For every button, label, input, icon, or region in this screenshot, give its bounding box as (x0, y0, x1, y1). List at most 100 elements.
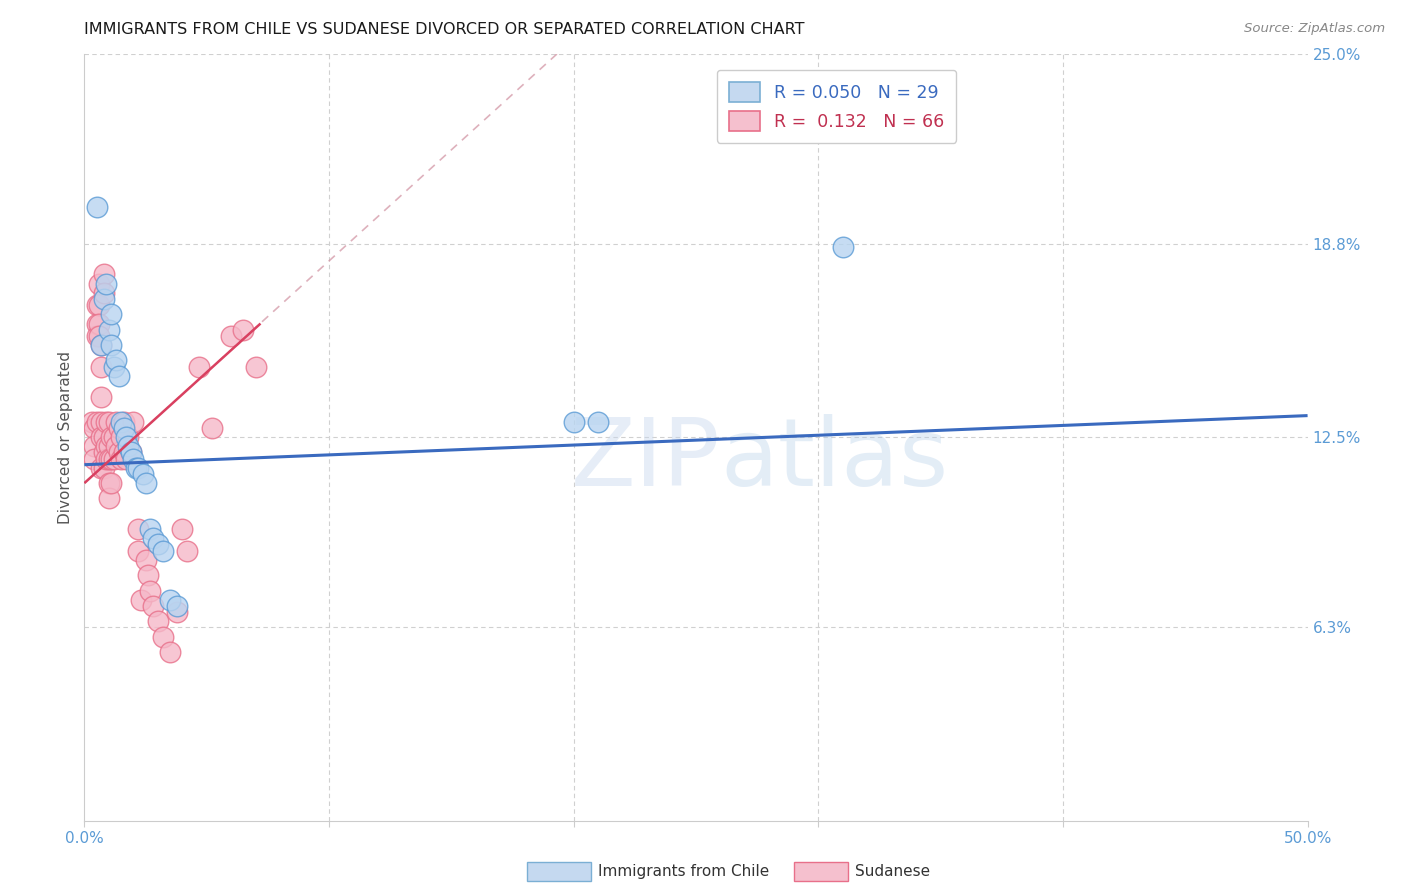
Point (562, 415, 585, 429)
Point (120, 445, 142, 459)
Point (96, 451, 118, 466)
Point (127, 460, 149, 475)
Point (245, 359, 267, 374)
Point (129, 592, 152, 607)
Point (97, 476, 120, 491)
Point (107, 368, 129, 383)
Point (139, 583, 162, 598)
Legend: R = 0.050   N = 29, R =  0.132   N = 66: R = 0.050 N = 29, R = 0.132 N = 66 (717, 70, 956, 143)
Point (96, 277, 118, 291)
Point (159, 645, 181, 659)
Point (135, 476, 157, 491)
Point (107, 421, 129, 435)
Point (97, 415, 120, 429)
Point (103, 451, 125, 466)
Point (86, 200, 108, 214)
Point (105, 439, 128, 453)
Point (97, 439, 120, 453)
Point (117, 439, 139, 453)
Point (139, 522, 162, 536)
Point (831, 240, 853, 254)
Point (93, 268, 115, 282)
Point (100, 307, 122, 321)
Point (166, 605, 188, 619)
Point (115, 430, 138, 444)
Point (110, 451, 132, 466)
Point (100, 476, 122, 491)
Point (100, 430, 122, 444)
Point (87, 298, 110, 312)
Point (87, 277, 110, 291)
Point (96, 439, 118, 453)
Point (152, 630, 174, 644)
Point (127, 522, 149, 536)
Point (100, 338, 122, 352)
Y-axis label: Divorced or Separated: Divorced or Separated (58, 351, 73, 524)
Point (135, 553, 157, 567)
Point (176, 543, 198, 558)
Point (96, 415, 118, 429)
Point (105, 353, 128, 368)
Point (97, 323, 120, 337)
Point (152, 543, 174, 558)
Point (219, 328, 242, 343)
Point (112, 415, 135, 429)
Point (117, 430, 139, 444)
Point (83, 451, 105, 466)
Point (127, 543, 149, 558)
Point (83, 439, 105, 453)
Point (122, 451, 145, 466)
Point (97, 491, 120, 506)
Point (86, 298, 108, 312)
Point (166, 599, 188, 613)
Point (103, 359, 125, 374)
Point (90, 390, 112, 404)
Text: atlas: atlas (720, 414, 949, 506)
Point (103, 430, 125, 444)
Point (115, 451, 138, 466)
Point (90, 430, 112, 444)
Point (125, 460, 148, 475)
Point (97, 451, 120, 466)
Text: Source: ZipAtlas.com: Source: ZipAtlas.com (1244, 22, 1385, 36)
Point (87, 328, 110, 343)
Point (80, 415, 103, 429)
Point (142, 532, 165, 546)
Text: Sudanese: Sudanese (855, 864, 929, 879)
Point (93, 430, 115, 444)
Point (107, 445, 129, 459)
Point (86, 317, 108, 331)
Point (93, 445, 115, 459)
Point (122, 415, 145, 429)
Point (86, 415, 108, 429)
Point (110, 430, 132, 444)
Point (112, 421, 135, 435)
Point (90, 415, 112, 429)
Text: ZIP: ZIP (571, 414, 720, 506)
Point (83, 421, 105, 435)
Point (90, 338, 112, 352)
Point (136, 568, 159, 582)
Point (90, 460, 112, 475)
Point (90, 359, 112, 374)
Point (100, 451, 122, 466)
Point (93, 460, 115, 475)
Point (232, 323, 254, 337)
Text: IMMIGRANTS FROM CHILE VS SUDANESE DIVORCED OR SEPARATED CORRELATION CHART: IMMIGRANTS FROM CHILE VS SUDANESE DIVORC… (84, 22, 804, 37)
Point (112, 445, 135, 459)
Point (146, 537, 169, 551)
Point (159, 592, 181, 607)
Point (132, 467, 155, 481)
Point (586, 415, 609, 429)
Point (110, 415, 132, 429)
Point (93, 292, 115, 306)
Point (90, 338, 112, 352)
Point (172, 522, 194, 536)
Point (200, 421, 222, 435)
Point (188, 359, 211, 374)
Point (120, 445, 142, 459)
Point (86, 328, 108, 343)
Point (105, 415, 128, 429)
Point (146, 614, 169, 628)
Point (93, 285, 115, 300)
